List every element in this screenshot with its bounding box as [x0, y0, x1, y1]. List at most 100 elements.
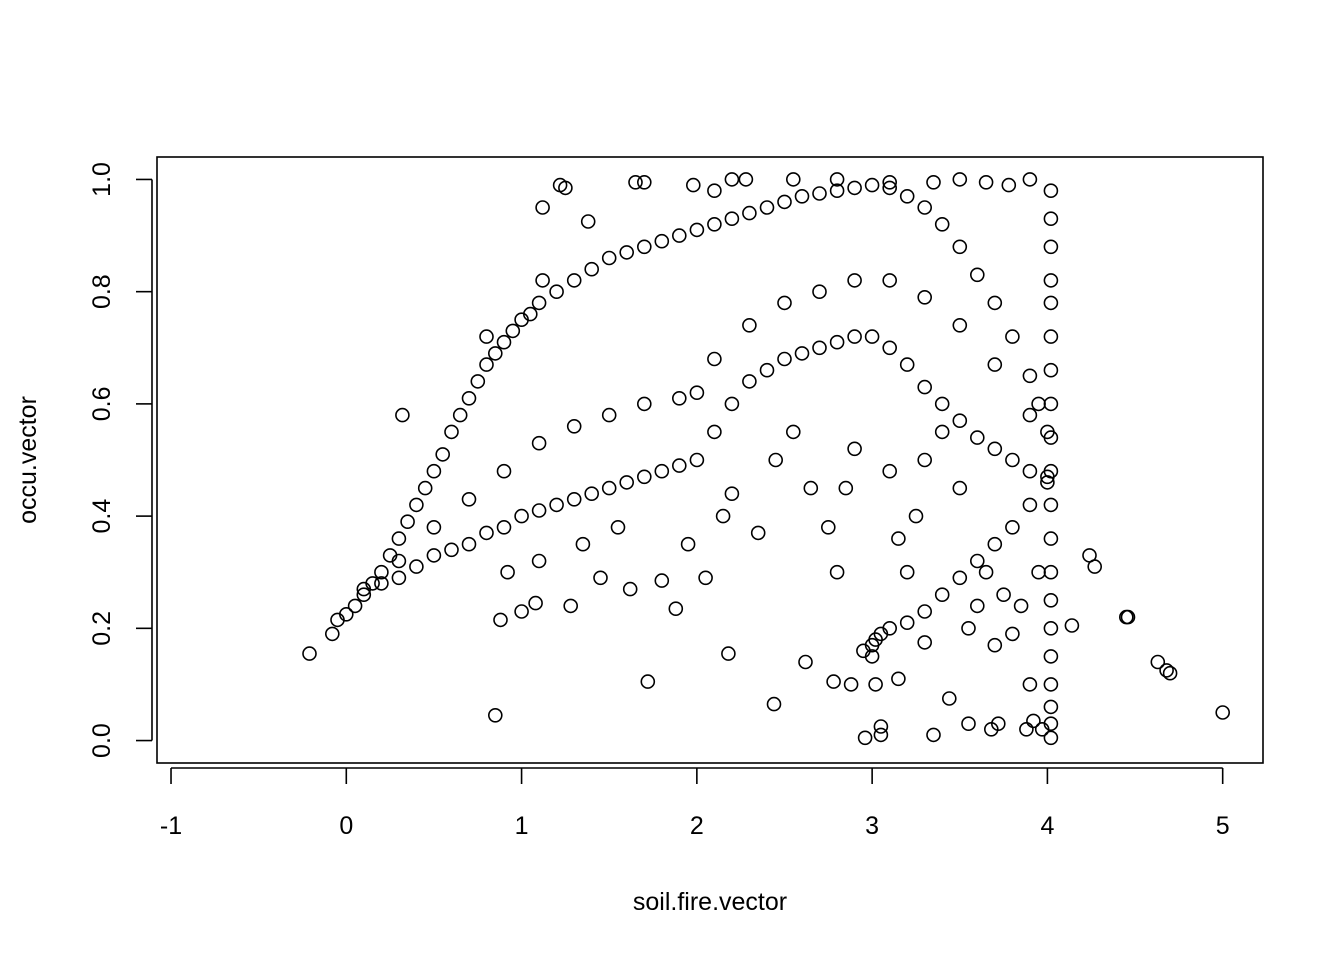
data-point: [628, 175, 643, 190]
data-point: [926, 727, 941, 743]
data-point: [891, 531, 906, 546]
data-point: [873, 719, 889, 734]
data-point: [926, 175, 941, 190]
y-tick-label: 1.0: [88, 162, 116, 197]
data-point: [558, 180, 573, 196]
data-point: [812, 284, 827, 300]
data-point: [934, 217, 950, 232]
data-point: [1043, 497, 1059, 513]
data-point: [479, 357, 494, 372]
data-point: [934, 424, 950, 440]
data-point: [785, 172, 801, 187]
data-point: [417, 480, 433, 496]
data-point: [961, 716, 976, 732]
data-point: [347, 598, 363, 614]
data-point: [566, 491, 582, 507]
data-point: [826, 674, 841, 689]
data-point: [847, 329, 862, 344]
data-point: [668, 601, 684, 617]
data-point: [1215, 705, 1230, 720]
data-point: [636, 396, 652, 412]
data-point: [374, 576, 389, 591]
data-point: [829, 172, 845, 187]
data-point: [619, 475, 635, 490]
data-point: [636, 469, 652, 485]
data-point: [426, 463, 442, 479]
data-point: [941, 691, 957, 706]
data-point: [917, 379, 933, 395]
data-point: [549, 284, 564, 300]
data-point: [1001, 177, 1017, 193]
data-point: [829, 334, 845, 350]
data-point: [899, 357, 915, 372]
data-point: [1022, 463, 1038, 479]
y-tick-label: 0.6: [88, 387, 116, 422]
data-point: [969, 267, 985, 283]
data-point: [1022, 407, 1038, 423]
data-point: [1159, 663, 1174, 678]
data-point: [522, 306, 538, 322]
data-point: [1120, 609, 1136, 625]
data-point: [1150, 654, 1166, 670]
x-axis: -1 0 1 2 3 4 5: [160, 767, 1230, 840]
x-axis-title: soil.fire.vector: [633, 888, 787, 916]
data-point: [838, 480, 854, 496]
data-point: [812, 186, 827, 201]
data-point: [500, 564, 515, 580]
data-point: [899, 615, 915, 631]
data-point: [987, 536, 1003, 552]
data-point: [917, 635, 933, 650]
data-point: [1043, 362, 1059, 378]
data-point: [1043, 430, 1059, 445]
data-point: [1043, 295, 1059, 311]
data-point: [917, 200, 933, 215]
data-point: [864, 329, 880, 344]
data-point: [689, 385, 705, 401]
data-point: [969, 598, 985, 614]
data-point: [601, 480, 617, 496]
data-point: [324, 626, 340, 642]
data-point: [1031, 564, 1046, 580]
data-point: [400, 514, 415, 530]
data-point: [829, 183, 845, 198]
data-point: [531, 295, 547, 311]
data-point: [724, 172, 740, 187]
data-point: [707, 424, 722, 440]
data-point: [1005, 452, 1020, 468]
data-point: [990, 716, 1006, 732]
data-point: [531, 553, 547, 569]
data-point: [847, 273, 862, 288]
data-point: [1031, 396, 1046, 412]
data-point: [1043, 211, 1059, 226]
data-point: [882, 180, 898, 196]
data-point: [535, 273, 550, 288]
data-point: [610, 519, 626, 535]
data-point: [636, 239, 652, 255]
data-point: [395, 407, 410, 423]
data-point: [514, 508, 529, 524]
data-point: [514, 604, 529, 619]
data-point: [531, 503, 547, 518]
x-tick-label: 1: [515, 812, 529, 840]
data-point: [1043, 592, 1059, 608]
data-point: [724, 396, 740, 412]
data-point: [584, 261, 600, 277]
data-point: [1005, 329, 1020, 344]
data-point: [1043, 531, 1059, 546]
data-point: [356, 587, 372, 603]
data-point: [738, 172, 754, 187]
data-point: [917, 452, 933, 468]
data-point: [1043, 699, 1059, 715]
data-point: [987, 295, 1003, 311]
data-point: [868, 677, 883, 692]
data-point: [742, 374, 757, 389]
x-tick-label: 4: [1040, 812, 1054, 840]
plot-frame: [156, 156, 1264, 764]
data-point: [566, 418, 582, 434]
data-point: [952, 239, 968, 255]
data-point: [721, 646, 736, 661]
data-point: [978, 175, 994, 190]
data-point: [768, 452, 784, 468]
y-axis-title: occu.vector: [14, 396, 42, 524]
